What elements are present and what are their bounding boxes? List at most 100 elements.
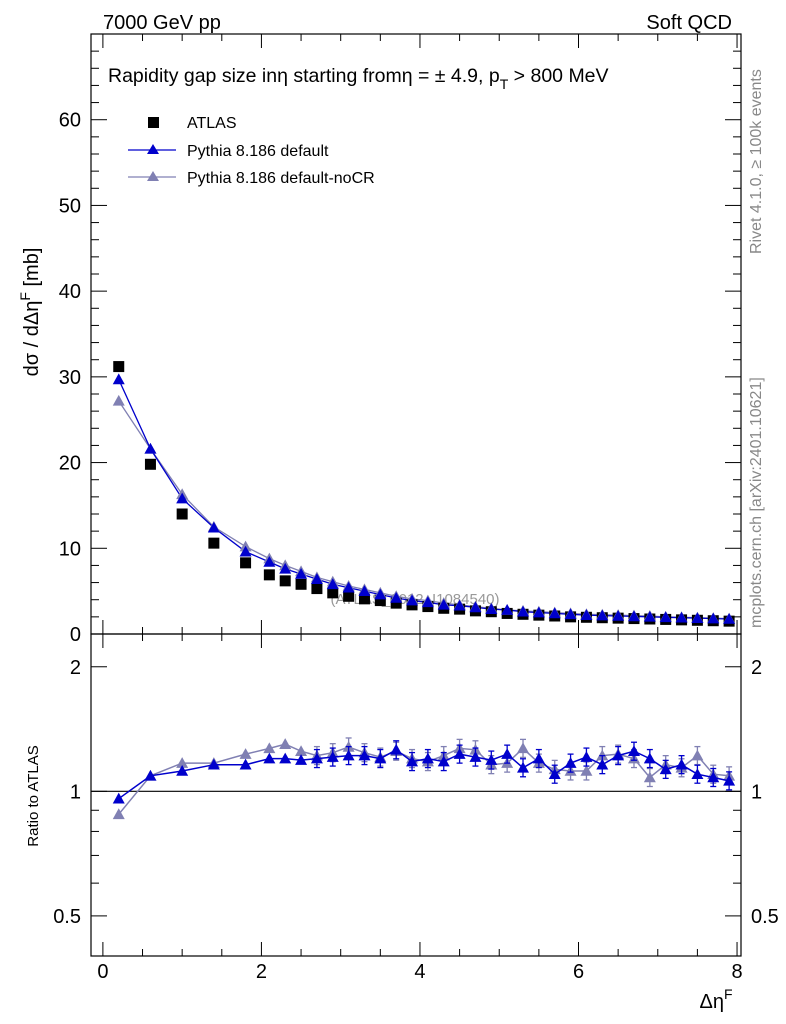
ratio-point bbox=[627, 745, 640, 757]
mc-point bbox=[295, 568, 308, 579]
atlas-point bbox=[176, 508, 188, 520]
ratio-point bbox=[176, 757, 189, 768]
y-tick-label: 20 bbox=[59, 453, 81, 475]
ratio-point bbox=[112, 792, 125, 804]
main-series-line bbox=[118, 400, 730, 620]
legend-label-atlas: ATLAS bbox=[187, 115, 237, 132]
ratio-point bbox=[675, 758, 688, 770]
ratio-point bbox=[564, 757, 577, 768]
mc-point bbox=[112, 373, 125, 385]
ratio-point bbox=[532, 752, 545, 764]
ratio-tick-label: 1 bbox=[70, 781, 81, 803]
mc-point bbox=[279, 562, 292, 574]
ratio-point bbox=[517, 742, 530, 754]
ratio-point bbox=[580, 751, 593, 762]
ratio-point bbox=[279, 752, 292, 764]
atlas-point bbox=[279, 575, 291, 587]
ratio-point bbox=[239, 758, 252, 770]
ratio-point bbox=[239, 748, 252, 759]
atlas-point bbox=[358, 593, 370, 605]
mc-point bbox=[207, 521, 220, 533]
mc-point bbox=[374, 588, 387, 600]
rivet-label: Rivet 4.1.0, ≥ 100k events bbox=[748, 69, 765, 254]
y-tick-label: 40 bbox=[59, 281, 81, 303]
mc-point bbox=[239, 545, 252, 557]
ratio-point bbox=[374, 752, 387, 764]
legend: ATLAS Pythia 8.186 default Pythia 8.186 … bbox=[128, 115, 375, 187]
atlas-point bbox=[343, 590, 355, 602]
ratio-point bbox=[691, 768, 704, 780]
ratio-point bbox=[723, 774, 736, 786]
ratio-point bbox=[453, 748, 466, 759]
ratio-point bbox=[406, 755, 419, 767]
legend-label-nocr: Pythia 8.186 default-noCR bbox=[187, 170, 375, 187]
ratio-point bbox=[437, 755, 450, 767]
legend-label-default: Pythia 8.186 default bbox=[187, 143, 329, 160]
mc-point bbox=[144, 442, 157, 454]
legend-item-pythia-nocr: Pythia 8.186 default-noCR bbox=[128, 170, 375, 187]
mc-point bbox=[485, 603, 498, 614]
ratio-point bbox=[342, 749, 355, 761]
header-right: Soft QCD bbox=[646, 12, 732, 34]
ratio-point bbox=[326, 751, 339, 762]
mc-point bbox=[517, 605, 530, 617]
ratio-point bbox=[279, 738, 292, 749]
ratio-point bbox=[643, 771, 656, 783]
atlas-point bbox=[311, 583, 323, 595]
mc-point bbox=[564, 608, 577, 620]
x-tick-label: 6 bbox=[573, 961, 584, 983]
ratio-point bbox=[517, 761, 530, 773]
ratio-point bbox=[612, 749, 625, 761]
y-tick-label: 0 bbox=[70, 624, 81, 646]
ratio-point bbox=[295, 745, 308, 757]
ratio-point bbox=[469, 751, 482, 762]
x-tick-label: 4 bbox=[414, 961, 425, 983]
mc-point bbox=[532, 606, 545, 618]
mc-point bbox=[659, 611, 672, 623]
ratio-point bbox=[358, 749, 371, 761]
legend-marker-square bbox=[148, 117, 159, 128]
y-tick-label: 50 bbox=[59, 195, 81, 217]
ratio-point bbox=[310, 752, 323, 764]
y-tick-label: 10 bbox=[59, 538, 81, 560]
ratio-tick-label-right: 0.5 bbox=[751, 906, 779, 928]
y-tick-label: 60 bbox=[59, 110, 81, 132]
atlas-point bbox=[263, 569, 275, 581]
x-axis-label: ΔηF bbox=[699, 986, 732, 1013]
mc-point bbox=[437, 598, 450, 610]
atlas-point bbox=[240, 557, 252, 569]
ratio-point bbox=[643, 752, 656, 764]
ratio-tick-label-right: 2 bbox=[751, 657, 762, 679]
mc-point bbox=[263, 556, 276, 567]
ratio-tick-label: 0.5 bbox=[53, 906, 81, 928]
mc-point bbox=[643, 610, 656, 622]
ratio-point bbox=[112, 808, 125, 820]
ratio-point bbox=[548, 768, 561, 780]
mc-point bbox=[596, 609, 609, 621]
atlas-point bbox=[295, 578, 307, 590]
mc-point bbox=[421, 596, 434, 608]
x-tick-label: 2 bbox=[256, 961, 267, 983]
ratio-y-axis-label: Ratio to ATLAS bbox=[25, 745, 42, 846]
plot-title: Rapidity gap size inη starting fromη = ±… bbox=[108, 65, 609, 92]
mc-point bbox=[548, 607, 561, 619]
ratio-point bbox=[176, 764, 189, 776]
ratio-point bbox=[659, 763, 672, 775]
ratio-point bbox=[501, 748, 514, 759]
mc-point bbox=[358, 585, 371, 596]
atlas-point bbox=[374, 595, 386, 607]
ratio-point bbox=[263, 742, 276, 754]
mc-point bbox=[691, 612, 704, 623]
header-left: 7000 GeV pp bbox=[103, 12, 221, 34]
mc-point bbox=[326, 578, 339, 590]
mc-point bbox=[176, 492, 189, 504]
atlas-point bbox=[113, 361, 125, 373]
atlas-point bbox=[208, 537, 220, 549]
main-series-line bbox=[118, 379, 730, 620]
mc-point bbox=[453, 599, 466, 611]
x-tick-label: 0 bbox=[97, 961, 108, 983]
ratio-point bbox=[485, 754, 498, 765]
ratio-point bbox=[295, 754, 308, 765]
ratio-point bbox=[421, 752, 434, 764]
